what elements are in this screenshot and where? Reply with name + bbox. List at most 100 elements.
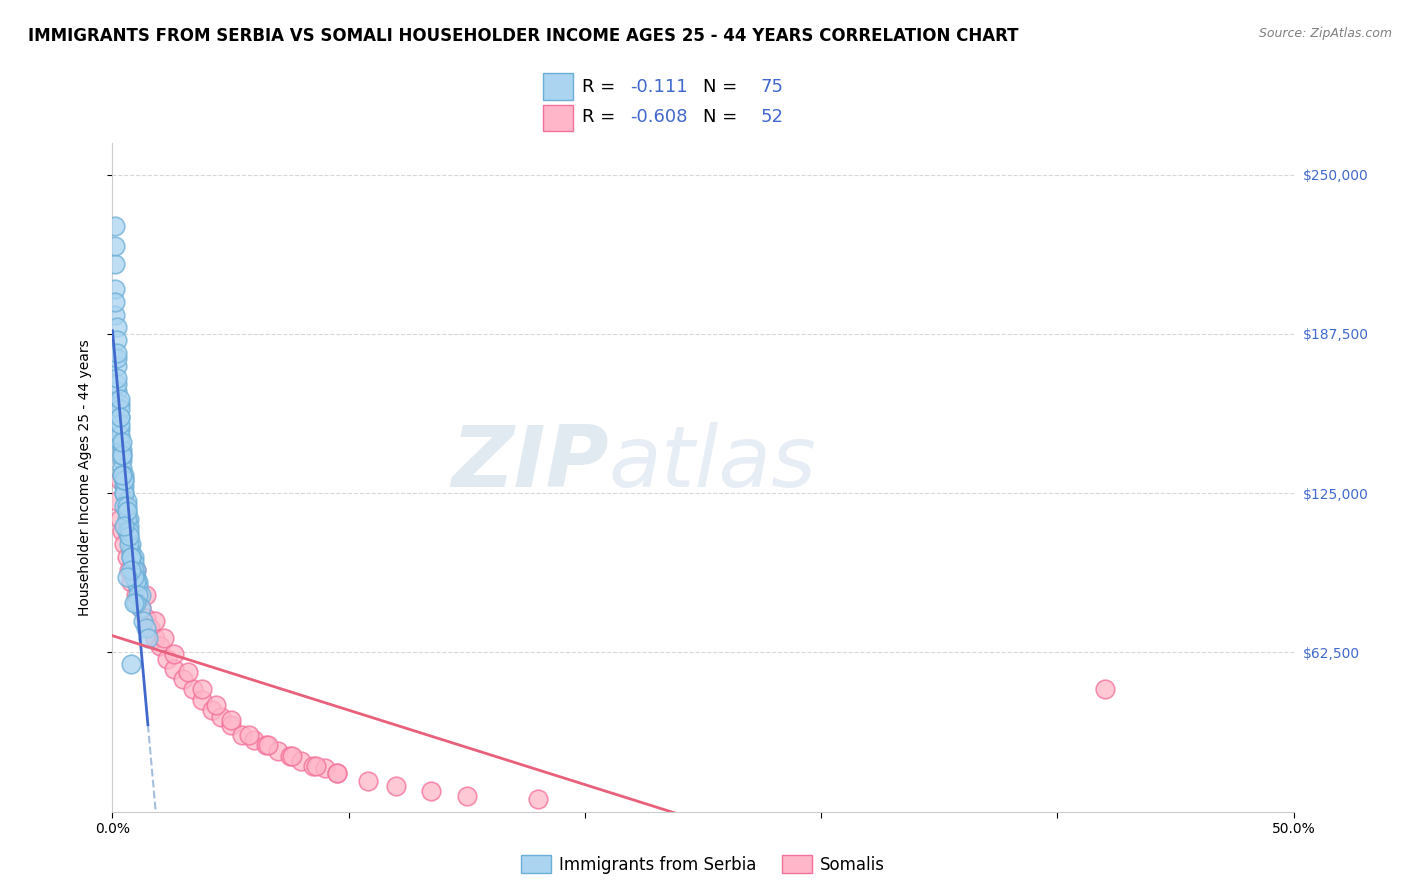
Point [108, 422, 131, 436]
Point [177, 665, 200, 679]
Point [456, 789, 478, 804]
Point [118, 524, 141, 539]
Point [219, 713, 242, 727]
Point [118, 563, 141, 577]
Point [111, 453, 134, 467]
Point [302, 759, 325, 773]
Point [143, 632, 166, 646]
Point [191, 692, 214, 706]
Point [118, 537, 141, 551]
Point [135, 588, 157, 602]
Point [111, 448, 134, 462]
Point [420, 784, 443, 798]
Point [129, 588, 152, 602]
Point [135, 611, 157, 625]
Point [108, 409, 131, 424]
Point [129, 600, 152, 615]
Point [254, 739, 277, 753]
Point [115, 524, 138, 539]
Point [290, 754, 312, 768]
Text: atlas: atlas [609, 422, 817, 506]
Point [105, 346, 128, 360]
Point [219, 718, 242, 732]
Point [314, 761, 336, 775]
Point [149, 639, 172, 653]
Point [304, 759, 326, 773]
Point [163, 662, 186, 676]
Bar [543, 73, 574, 100]
Point [125, 575, 148, 590]
Point [526, 792, 548, 806]
Text: 52: 52 [761, 108, 783, 126]
Point [112, 468, 135, 483]
Point [108, 409, 131, 424]
Point [278, 748, 301, 763]
Point [120, 657, 142, 671]
Legend: Immigrants from Serbia, Somalis: Immigrants from Serbia, Somalis [515, 849, 891, 880]
Point [231, 728, 253, 742]
Point [118, 519, 141, 533]
Point [125, 588, 148, 602]
Point [143, 614, 166, 628]
Point [385, 779, 408, 793]
Point [156, 652, 179, 666]
Point [120, 549, 142, 564]
Point [115, 504, 138, 518]
Point [120, 575, 142, 590]
Point [111, 442, 134, 457]
Point [108, 427, 131, 442]
Point [115, 549, 138, 564]
Point [104, 295, 127, 310]
Point [281, 748, 304, 763]
Point [111, 468, 134, 483]
Point [356, 774, 378, 789]
Point [104, 219, 127, 233]
Point [139, 621, 162, 635]
Text: N =: N = [703, 78, 742, 95]
Point [112, 486, 135, 500]
Point [127, 588, 149, 602]
Point [122, 563, 145, 577]
Point [104, 282, 127, 296]
Point [205, 698, 228, 712]
Point [1094, 682, 1116, 697]
Point [112, 499, 135, 513]
Point [115, 524, 138, 539]
Text: Source: ZipAtlas.com: Source: ZipAtlas.com [1258, 27, 1392, 40]
Point [122, 555, 145, 569]
Point [115, 504, 138, 518]
Point [125, 563, 148, 577]
Text: IMMIGRANTS FROM SERBIA VS SOMALI HOUSEHOLDER INCOME AGES 25 - 44 YEARS CORRELATI: IMMIGRANTS FROM SERBIA VS SOMALI HOUSEHO… [28, 27, 1018, 45]
Point [257, 739, 280, 753]
Point [326, 766, 349, 780]
Point [111, 448, 134, 462]
Point [112, 537, 135, 551]
Point [122, 549, 145, 564]
Text: -0.111: -0.111 [630, 78, 688, 95]
Point [105, 371, 128, 385]
Point [111, 460, 134, 475]
Point [115, 570, 138, 584]
Point [105, 320, 128, 334]
Point [118, 529, 141, 543]
Point [111, 524, 134, 539]
Point [105, 359, 128, 373]
Point [105, 351, 128, 365]
Text: R =: R = [582, 108, 620, 126]
Point [132, 614, 155, 628]
Point [115, 499, 138, 513]
Point [104, 239, 127, 253]
Point [238, 728, 260, 742]
Point [118, 511, 141, 525]
Point [108, 397, 131, 411]
Point [112, 486, 135, 500]
Point [191, 682, 214, 697]
Point [111, 435, 134, 450]
Y-axis label: Householder Income Ages 25 - 44 years: Householder Income Ages 25 - 44 years [77, 339, 91, 615]
Text: -0.608: -0.608 [630, 108, 688, 126]
Point [108, 474, 131, 488]
Point [125, 570, 148, 584]
Point [120, 563, 142, 577]
Point [125, 596, 148, 610]
Point [153, 632, 176, 646]
